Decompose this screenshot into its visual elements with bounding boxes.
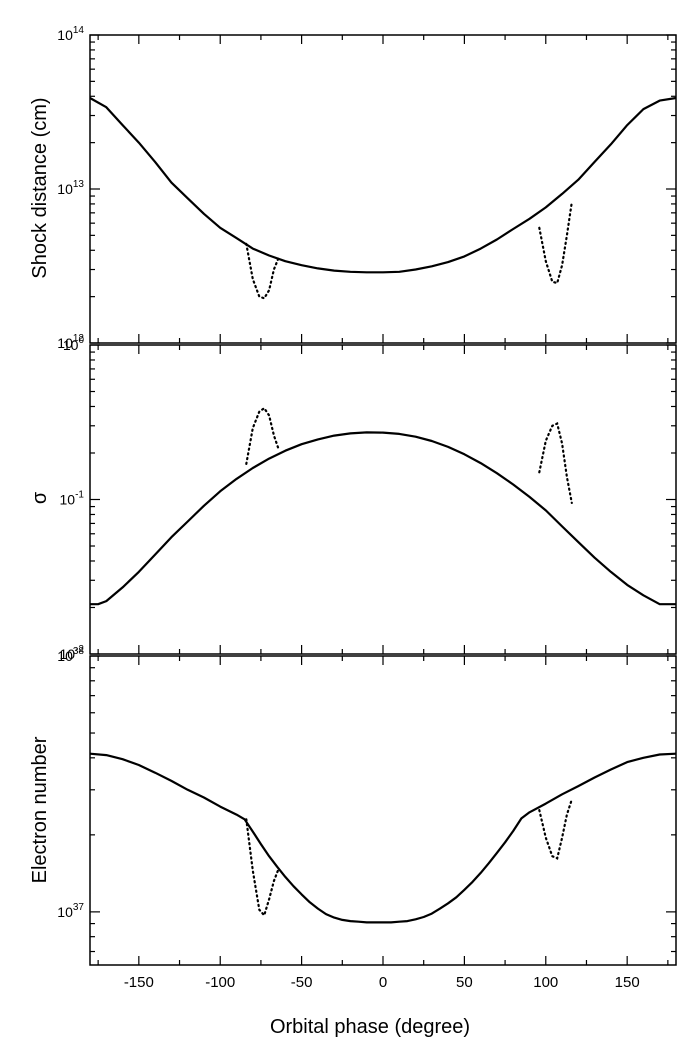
y-tick-label: 10-1	[60, 490, 85, 508]
y-tick-label-base: 10	[57, 648, 73, 664]
y-tick-label: 10-2	[60, 644, 85, 662]
y-axis-label-sigma: σ	[29, 491, 51, 504]
y-tick-label-base: 10	[57, 335, 73, 351]
y-tick-label-base: 10	[57, 181, 73, 197]
x-tick-label: 150	[615, 974, 640, 991]
dotted-series-1	[245, 242, 280, 300]
y-tick-label-base: 10	[63, 337, 79, 353]
y-tick-label: 1012	[57, 333, 84, 351]
x-tick-label: -50	[291, 974, 313, 991]
y-tick-label-exponent: 38	[73, 646, 85, 657]
x-tick-label: 100	[533, 974, 558, 991]
y-tick-label-exponent: 13	[73, 179, 85, 190]
x-tick-label: -150	[124, 974, 154, 991]
y-tick-label: 1038	[57, 646, 84, 664]
plot-frame	[89, 655, 677, 966]
y-tick-label-base: 10	[57, 904, 73, 920]
x-tick-label: 0	[379, 974, 387, 991]
y-axis-label-shock-distance: Shock distance (cm)	[29, 97, 51, 278]
dotted-series-1	[245, 818, 280, 918]
y-tick-label-base: 10	[60, 646, 76, 662]
y-axis-label-electron-number: Electron number	[29, 736, 51, 883]
y-tick-label: 100	[63, 335, 85, 353]
y-tick-label-exponent: 37	[73, 902, 85, 913]
y-tick-label: 1037	[57, 902, 84, 920]
plot-frame	[89, 344, 677, 655]
solid-series-0	[89, 752, 677, 924]
dotted-series-2	[538, 422, 573, 504]
y-tick-label-base: 10	[60, 492, 76, 508]
y-tick-label-exponent: -1	[75, 490, 84, 501]
dotted-series-2	[538, 201, 573, 285]
y-tick-label-exponent: 14	[73, 25, 85, 36]
x-tick-label: -100	[205, 974, 235, 991]
solid-series-0	[89, 96, 677, 274]
y-tick-label-exponent: 12	[73, 333, 85, 344]
x-tick-label: 50	[456, 974, 473, 991]
y-tick-label-exponent: -2	[75, 644, 84, 655]
solid-series-0	[90, 431, 676, 606]
dotted-series-2	[538, 798, 573, 860]
y-tick-label-base: 10	[57, 27, 73, 43]
y-tick-label: 1013	[57, 179, 84, 197]
y-tick-label: 1014	[57, 25, 84, 43]
x-axis-label: Orbital phase (degree)	[270, 1016, 470, 1038]
y-tick-label-exponent: 0	[78, 335, 84, 346]
